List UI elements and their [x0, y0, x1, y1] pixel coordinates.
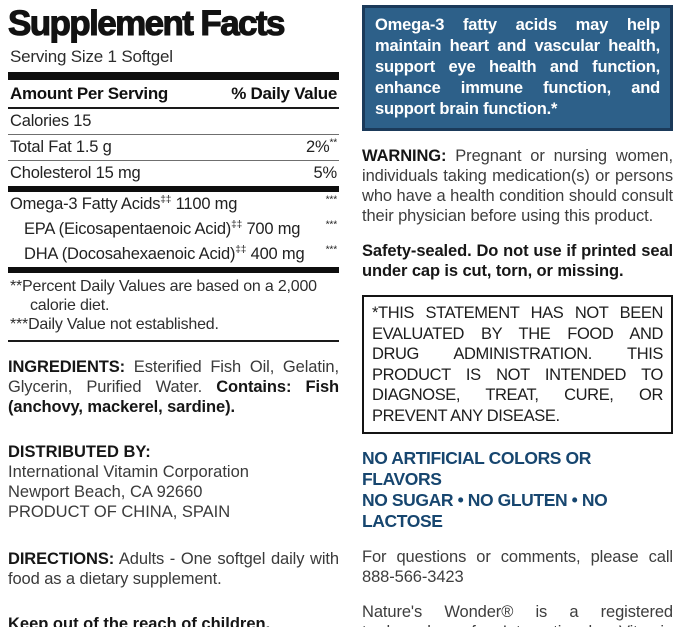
- storage-block: Keep out of the reach of children. Store…: [8, 614, 339, 627]
- ingredients-text: Esterified Fish Oil, Gelatin, Glycerin, …: [8, 358, 339, 396]
- safety-sealed-paragraph: Safety-sealed. Do not use if printed sea…: [362, 242, 673, 280]
- directions-text: Adults - One softgel daily with food as …: [8, 550, 339, 588]
- amount-per-serving-label: Amount Per Serving: [10, 84, 169, 103]
- warning-text: Pregnant or nursing women, individuals t…: [362, 147, 673, 225]
- footnote-marker: ***: [325, 219, 338, 231]
- nutrient-dv: 5%: [313, 164, 338, 182]
- questions-paragraph: For questions or comments, please call 8…: [362, 548, 673, 586]
- distributed-block: DISTRIBUTED BY: International Vitamin Co…: [8, 442, 339, 522]
- footnote-marker: **: [329, 137, 337, 149]
- divider-hairline: [8, 160, 339, 161]
- divider-thick-mid: [8, 186, 339, 192]
- left-column: Supplement Facts Serving Size 1 Softgel …: [7, 3, 339, 627]
- right-column: Omega-3 fatty acids may help maintain he…: [362, 5, 673, 627]
- nutrient-dv: 2%: [305, 138, 330, 156]
- serving-size: Serving Size 1 Softgel: [10, 47, 173, 66]
- nutrient-name: Calories 15: [10, 112, 92, 130]
- nutrient-name: EPA (Eicosapentaenoic Acid): [24, 220, 232, 238]
- nutrient-name: DHA (Docosahexaenoic Acid): [24, 245, 236, 263]
- fda-disclaimer-box: *THIS STATEMENT HAS NOT BEEN EVALUATED B…: [362, 295, 673, 434]
- divider-thick-top: [8, 72, 339, 80]
- distributed-label: DISTRIBUTED BY:: [8, 443, 151, 461]
- supplement-facts-title: Supplement Facts: [7, 3, 286, 43]
- daily-value-label: % Daily Value: [231, 84, 337, 103]
- claim-line-sugar-gluten-lactose: NO SUGAR • NO GLUTEN • NO LACTOSE: [362, 490, 608, 531]
- footnote-not-established: ***Daily Value not established.: [10, 316, 219, 333]
- facts-row-cholesterol: Cholesterol 15 mg 5%: [8, 161, 339, 186]
- omega3-claim-box: Omega-3 fatty acids may help maintain he…: [362, 5, 673, 131]
- dagger-marker: ‡‡: [235, 244, 247, 256]
- distributed-line: International Vitamin Corporation: [8, 463, 249, 481]
- warning-paragraph: WARNING: Pregnant or nursing women, indi…: [362, 146, 673, 226]
- facts-footnotes: **Percent Daily Values are based on a 2,…: [8, 273, 339, 340]
- facts-row-epa: EPA (Eicosapentaenoic Acid)‡‡ 700 mg ***: [8, 217, 339, 242]
- dagger-marker: ‡‡: [231, 219, 243, 231]
- nutrient-name: Omega-3 Fatty Acids: [10, 195, 161, 213]
- distributed-line: Newport Beach, CA 92660: [8, 483, 203, 501]
- nutrient-amount: 700 mg: [242, 220, 301, 238]
- footnote-marker: ***: [325, 244, 338, 256]
- facts-row-dha: DHA (Docosahexaenoic Acid)‡‡ 400 mg ***: [8, 242, 339, 267]
- nutrient-name: Cholesterol 15 mg: [10, 164, 141, 182]
- nutrient-amount: 1100 mg: [171, 195, 238, 213]
- directions-paragraph: DIRECTIONS: Adults - One softgel daily w…: [8, 549, 339, 589]
- nutrient-name: Total Fat 1.5 g: [10, 138, 112, 156]
- facts-row-omega3: Omega-3 Fatty Acids‡‡ 1100 mg ***: [8, 192, 339, 217]
- keep-away-text: Keep out of the reach of children.: [8, 615, 271, 627]
- divider-panel-bottom: [8, 340, 339, 342]
- footnote-marker: ***: [325, 194, 338, 206]
- facts-header-row: Amount Per Serving % Daily Value: [8, 80, 339, 107]
- nutrient-amount: 400 mg: [246, 245, 305, 263]
- facts-row-calories: Calories 15: [8, 109, 339, 134]
- claim-line-colors-flavors: NO ARTIFICIAL COLORS OR FLAVORS: [362, 448, 591, 489]
- divider-thick-lower: [8, 267, 339, 273]
- ingredients-contains: Contains: Fish (anchovy, mackerel, sardi…: [8, 378, 340, 416]
- warning-label: WARNING:: [362, 147, 447, 165]
- ingredients-paragraph: INGREDIENTS: Esterified Fish Oil, Gelati…: [8, 357, 339, 417]
- divider-hairline: [8, 134, 339, 135]
- no-additives-claims: NO ARTIFICIAL COLORS OR FLAVORS NO SUGAR…: [362, 448, 673, 532]
- dagger-marker: ‡‡: [160, 194, 172, 206]
- footnote-daily-values: **Percent Daily Values are based on a 2,…: [10, 278, 317, 314]
- distributed-line: PRODUCT OF CHINA, SPAIN: [8, 503, 231, 521]
- ingredients-label: INGREDIENTS:: [8, 358, 126, 376]
- trademark-paragraph: Nature's Wonder® is a registered tradema…: [362, 603, 673, 627]
- divider-medium: [8, 107, 339, 109]
- facts-row-total-fat: Total Fat 1.5 g 2%**: [8, 135, 339, 160]
- directions-label: DIRECTIONS:: [8, 550, 115, 568]
